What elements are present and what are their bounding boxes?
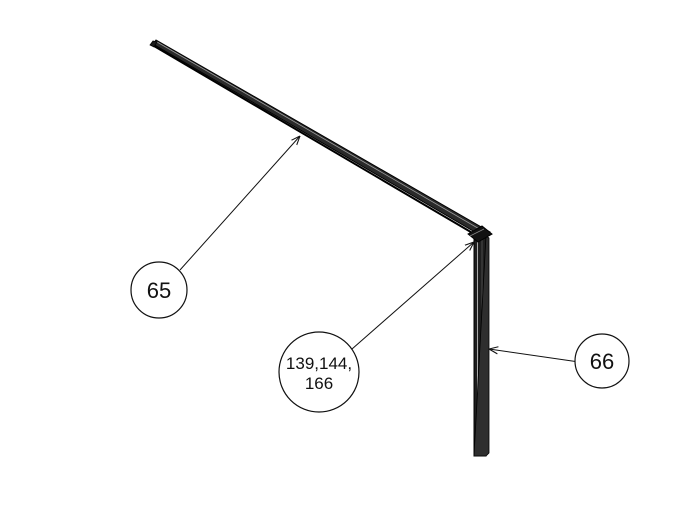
balloon-65-label: 65 (147, 278, 171, 303)
balloon-139-144-166[interactable]: 139,144, 166 (278, 331, 360, 413)
leader-66 (489, 349, 580, 363)
leader-65 (179, 136, 300, 271)
balloon-139-label-line1: 139,144, (286, 354, 352, 373)
balloon-66-label: 66 (590, 349, 614, 374)
corner-joint (467, 225, 493, 243)
leader-139 (351, 242, 474, 350)
post-part (473, 235, 490, 457)
balloon-66[interactable]: 66 (574, 333, 630, 389)
balloon-139-label-line2: 166 (305, 374, 333, 393)
balloon-65[interactable]: 65 (130, 261, 188, 319)
beam-part (149, 39, 491, 239)
